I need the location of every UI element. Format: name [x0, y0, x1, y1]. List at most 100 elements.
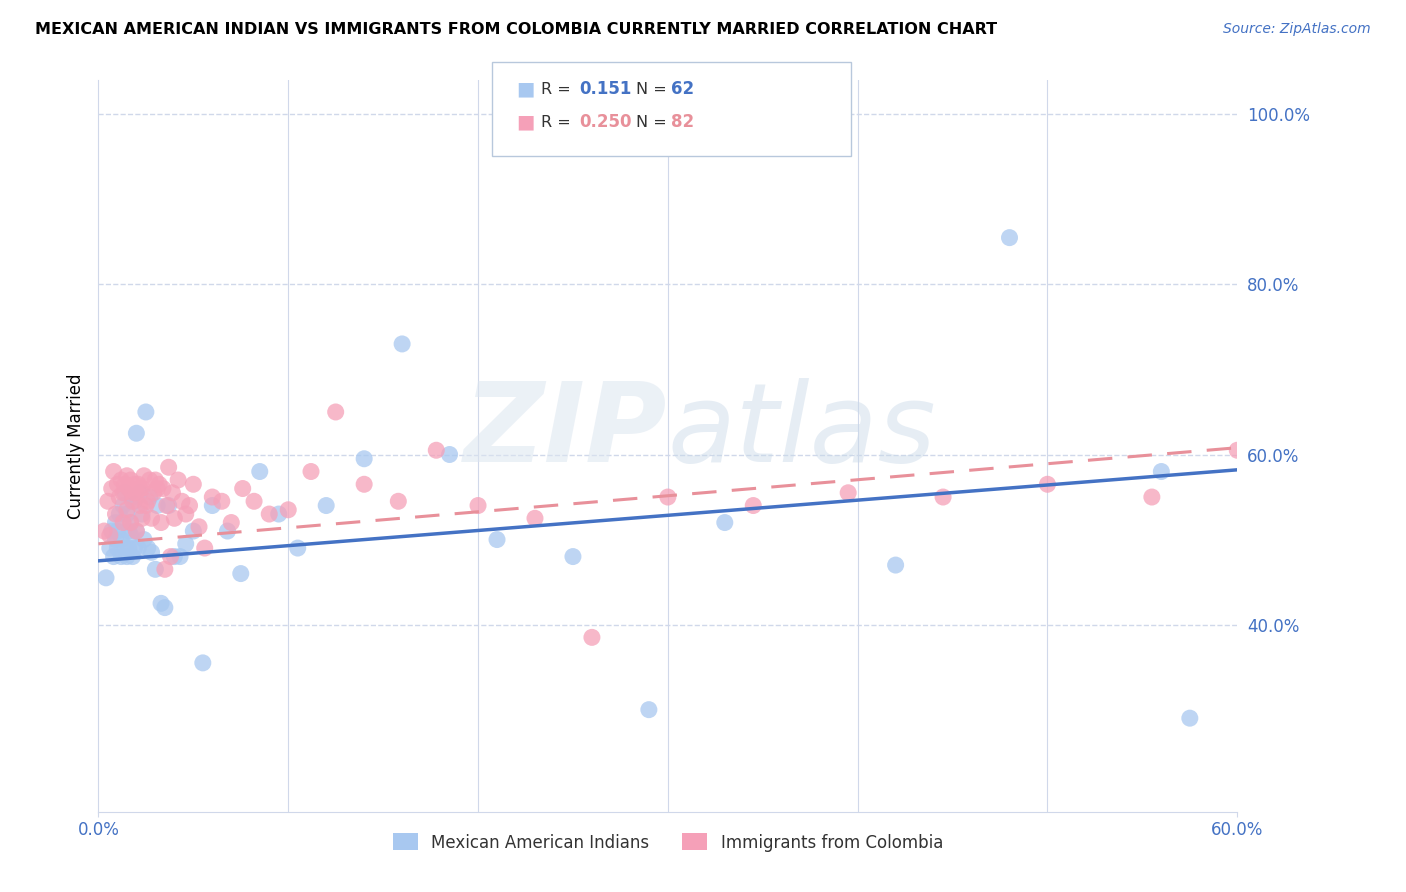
Point — [110, 473, 132, 487]
Point — [118, 482, 141, 496]
Point — [104, 533, 127, 547]
Point — [267, 507, 290, 521]
Point — [1178, 711, 1201, 725]
Point — [124, 541, 146, 555]
Point — [353, 477, 375, 491]
Text: MEXICAN AMERICAN INDIAN VS IMMIGRANTS FROM COLOMBIA CURRENTLY MARRIED CORRELATIO: MEXICAN AMERICAN INDIAN VS IMMIGRANTS FR… — [35, 22, 997, 37]
Point — [110, 533, 132, 547]
Point — [142, 485, 165, 500]
Point — [325, 405, 347, 419]
Point — [110, 549, 132, 564]
Point — [131, 507, 153, 521]
Point — [353, 451, 375, 466]
Point — [201, 490, 224, 504]
Point — [94, 571, 117, 585]
Point — [221, 516, 243, 530]
Point — [229, 566, 252, 581]
Point — [259, 507, 281, 521]
Text: ZIP: ZIP — [464, 378, 668, 485]
Point — [135, 499, 157, 513]
Point — [115, 468, 138, 483]
Point — [162, 485, 184, 500]
Point — [129, 482, 152, 496]
Point — [121, 485, 143, 500]
Point — [152, 482, 174, 496]
Point — [150, 596, 173, 610]
Point — [467, 499, 489, 513]
Point — [98, 528, 121, 542]
Point — [191, 656, 214, 670]
Point — [108, 490, 131, 504]
Point — [120, 516, 142, 530]
Point — [114, 541, 136, 555]
Point — [138, 490, 160, 504]
Point — [141, 545, 163, 559]
Point — [125, 524, 148, 538]
Point — [1340, 494, 1362, 508]
Point — [131, 482, 153, 496]
Point — [998, 230, 1021, 244]
Point — [1226, 443, 1249, 458]
Point — [107, 524, 129, 538]
Point — [183, 524, 205, 538]
Point — [127, 477, 149, 491]
Point — [169, 549, 191, 564]
Point — [932, 490, 955, 504]
Point — [156, 499, 179, 513]
Legend: Mexican American Indians, Immigrants from Colombia: Mexican American Indians, Immigrants fro… — [385, 827, 950, 858]
Point — [391, 337, 413, 351]
Point — [1284, 477, 1306, 491]
Point — [138, 473, 160, 487]
Point — [104, 516, 127, 530]
Point — [163, 549, 186, 564]
Text: Source: ZipAtlas.com: Source: ZipAtlas.com — [1223, 22, 1371, 37]
Point — [132, 468, 155, 483]
Point — [114, 485, 136, 500]
Point — [100, 482, 122, 496]
Point — [135, 405, 157, 419]
Point — [121, 494, 143, 508]
Point — [657, 490, 679, 504]
Point — [1036, 477, 1059, 491]
Point — [884, 558, 907, 572]
Point — [129, 485, 152, 500]
Point — [714, 516, 737, 530]
Text: atlas: atlas — [668, 378, 936, 485]
Point — [136, 541, 159, 555]
Point — [125, 524, 148, 538]
Point — [201, 499, 224, 513]
Point — [1150, 465, 1173, 479]
Text: R =: R = — [541, 82, 576, 96]
Point — [118, 524, 141, 538]
Point — [141, 511, 163, 525]
Point — [638, 703, 661, 717]
Y-axis label: Currently Married: Currently Married — [66, 373, 84, 519]
Point — [120, 516, 142, 530]
Point — [129, 499, 152, 513]
Point — [167, 473, 190, 487]
Point — [163, 511, 186, 525]
Point — [439, 448, 461, 462]
Point — [121, 549, 143, 564]
Point — [425, 443, 447, 458]
Point — [153, 600, 176, 615]
Point — [112, 516, 135, 530]
Point — [183, 477, 205, 491]
Point — [115, 503, 138, 517]
Point — [1140, 490, 1163, 504]
Point — [148, 477, 170, 491]
Point — [131, 511, 153, 525]
Point — [742, 499, 765, 513]
Text: 0.250: 0.250 — [579, 113, 631, 131]
Point — [120, 473, 142, 487]
Text: N =: N = — [636, 115, 672, 129]
Point — [1398, 468, 1406, 483]
Point — [118, 541, 141, 555]
Text: 0.151: 0.151 — [579, 80, 631, 98]
Point — [146, 482, 169, 496]
Text: ■: ■ — [516, 112, 534, 132]
Point — [146, 499, 169, 513]
Point — [132, 533, 155, 547]
Point — [174, 537, 197, 551]
Text: 62: 62 — [671, 80, 693, 98]
